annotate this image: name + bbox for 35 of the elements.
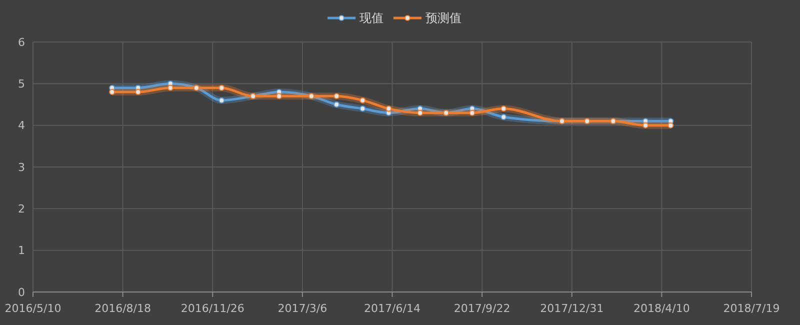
point — [360, 97, 366, 104]
point — [386, 106, 392, 112]
point — [218, 97, 225, 104]
x-tick-label: 2017/12/31 — [540, 302, 604, 315]
point — [360, 106, 366, 112]
point — [417, 110, 424, 116]
point — [500, 114, 507, 120]
x-tick-label: 2017/3/6 — [278, 302, 328, 315]
point — [276, 93, 282, 100]
legend-label: 预测值 — [426, 11, 462, 26]
y-tick-label: 0 — [18, 286, 25, 299]
y-tick-label: 1 — [18, 244, 25, 258]
y-tick-label: 2 — [18, 202, 25, 216]
legend-label: 现值 — [360, 11, 384, 26]
point — [668, 122, 674, 128]
point — [167, 84, 174, 91]
x-tick-label: 2016/11/26 — [180, 302, 244, 315]
y-tick-label: 4 — [18, 119, 25, 132]
x-tick-label: 2018/4/10 — [633, 302, 690, 315]
x-tick-label: 2016/8/18 — [94, 302, 152, 315]
y-tick-label: 3 — [18, 160, 25, 174]
x-tick-label: 2016/5/10 — [4, 302, 62, 315]
point — [469, 110, 476, 116]
point — [642, 122, 649, 128]
point — [334, 102, 340, 108]
point — [109, 89, 116, 95]
point — [334, 93, 340, 100]
x-tick-label: 2017/6/14 — [364, 302, 420, 315]
y-tick-label: 5 — [18, 78, 25, 91]
point — [218, 84, 225, 91]
point — [135, 89, 142, 95]
x-tick-label: 2018/7/19 — [723, 302, 780, 315]
x-tick-label: 2017/9/22 — [454, 302, 510, 315]
y-tick-label: 6 — [18, 36, 25, 49]
point — [500, 106, 507, 112]
